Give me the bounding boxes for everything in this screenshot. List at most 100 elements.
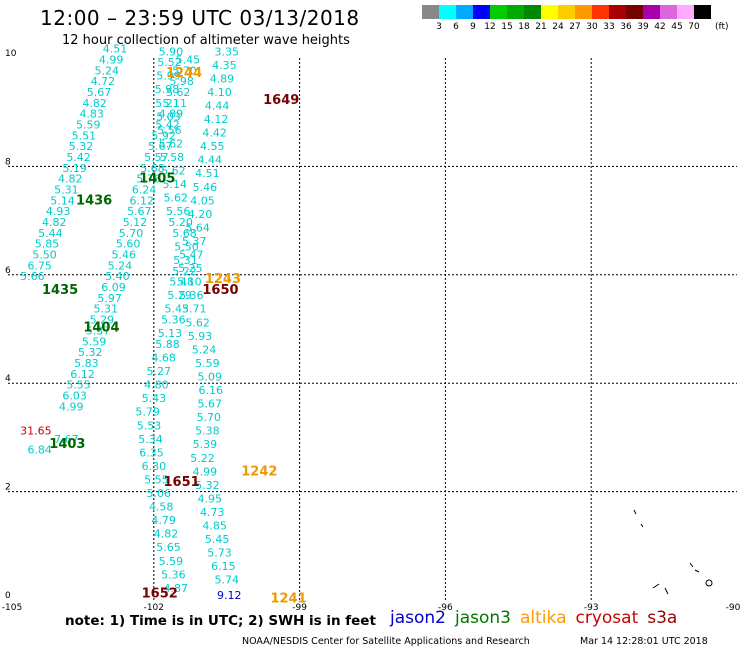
wave-height-value: 5.57 (144, 151, 169, 164)
wave-height-value: 4.83 (79, 108, 104, 121)
wave-height-value: 5.47 (179, 249, 204, 262)
wave-height-value: 5.58 (160, 151, 185, 164)
grid (8, 58, 737, 600)
wave-height-value: 5.13 (158, 327, 183, 340)
wave-height-value: 4.35 (212, 59, 237, 72)
wave-height-value: 5.71 (182, 303, 207, 316)
color-swatch (541, 5, 558, 19)
wave-height-observations: 5.666.755.505.855.444.824.935.145.314.82… (20, 43, 241, 602)
wave-height-value: 5.62 (161, 165, 186, 178)
wave-height-value: 5.70 (197, 411, 222, 424)
wave-height-value: 5.12 (123, 216, 148, 229)
pass-time-label: 1242 (241, 464, 277, 479)
chart-title: 12:00 – 23:59 UTC 03/13/2018 (40, 6, 360, 30)
wave-height-value: 5.32 (69, 140, 94, 153)
color-swatch (592, 5, 609, 19)
color-swatch (694, 5, 711, 19)
pass-time-label: 1435 (42, 283, 78, 298)
color-swatch (609, 5, 626, 19)
legend-entry: jason3 (455, 608, 511, 628)
wave-height-value: 5.56 (157, 124, 182, 137)
wave-height-value: 3.35 (215, 45, 240, 58)
wave-height-value: 5.27 (147, 365, 172, 378)
wave-height-value: 4.05 (190, 194, 215, 207)
wave-height-value: 6.75 (27, 259, 52, 272)
wave-height-value: 5.32 (78, 346, 103, 359)
wave-height-value: 4.44 (198, 154, 223, 167)
wave-height-value: 5.73 (207, 547, 232, 560)
wave-height-value: 4.51 (103, 43, 128, 56)
wave-height-value: 5.46 (112, 249, 137, 262)
wave-height-value: 6.24 (132, 184, 157, 197)
color-scale-label: 12 (484, 22, 496, 32)
wave-height-value: 5.67 (148, 140, 173, 153)
wave-height-value: 4.80 (144, 379, 169, 392)
pass-time-label: 1650 (202, 283, 238, 298)
wave-height-value: 7.67 (54, 433, 79, 446)
wave-height-value: 5.62 (159, 137, 184, 150)
color-swatch (439, 5, 456, 19)
legend-entry: s3a (647, 608, 678, 628)
pass-time-label: 1241 (270, 592, 306, 607)
wave-height-value: 4.85 (202, 520, 227, 533)
wave-height-value: 5.37 (182, 235, 207, 248)
wave-height-value: 4.51 (195, 167, 220, 180)
wave-height-value: 4.73 (200, 506, 225, 519)
wave-height-value: 5.43 (142, 392, 167, 405)
pass-time-label: 1244 (166, 66, 202, 81)
wave-height-value: 5.64 (185, 221, 210, 234)
wave-height-value: 4.93 (46, 205, 71, 218)
wave-height-value: 6.09 (101, 281, 126, 294)
wave-height-value: 5.62 (166, 86, 191, 99)
wave-height-value: 31.65 (20, 425, 52, 438)
pass-time-label: 1436 (76, 193, 112, 208)
wave-height-value: 4.42 (202, 127, 227, 140)
wave-height-value: 4.58 (149, 501, 174, 514)
wave-height-value: 5.97 (97, 292, 122, 305)
color-scale-label: 15 (501, 22, 513, 32)
wave-height-value: 4.95 (198, 492, 223, 505)
pass-time-label: 1652 (142, 586, 178, 601)
axis-ticks: -105 -102 -99 -96 -93 -90 0 2 4 6 8 10 (2, 49, 740, 610)
wave-height-value: 4.82 (82, 97, 107, 110)
color-scale-units: (ft) (715, 22, 729, 32)
color-scale-label: 39 (637, 22, 649, 32)
wave-height-value: 5.53 (137, 419, 162, 432)
color-scale-label: 30 (586, 22, 598, 32)
wave-height-value: 4.68 (151, 352, 176, 365)
wave-height-value: 5.65 (156, 541, 181, 554)
wave-height-value: 4.10 (207, 86, 232, 99)
color-scale-label: 18 (518, 22, 530, 32)
color-swatch (524, 5, 541, 19)
x-tick-label: -96 (438, 603, 453, 610)
wave-height-value: 5.40 (105, 270, 130, 283)
credit-line: NOAA/NESDIS Center for Satellite Applica… (242, 636, 530, 647)
wave-height-value: 4.99 (99, 53, 124, 66)
wave-height-value: 5.44 (38, 227, 63, 240)
wave-height-value: 5.06 (147, 487, 172, 500)
wave-height-value: 5.09 (198, 370, 223, 383)
color-swatch (575, 5, 592, 19)
x-tick-label: -99 (292, 603, 307, 610)
wave-height-value: 5.36 (161, 314, 186, 327)
wave-height-value: 5.24 (192, 343, 217, 356)
wave-height-value: 4.87 (164, 582, 189, 595)
wave-height-value: 4.99 (59, 400, 84, 413)
wave-height-value: 5.52 (157, 56, 182, 69)
wave-height-value: 4.12 (204, 113, 229, 126)
legend-entry: altika (520, 608, 567, 628)
wave-height-value: 5.51 (72, 129, 97, 142)
color-swatch (558, 5, 575, 19)
legend-entry: jason2 (390, 608, 446, 628)
color-scale-label: 42 (654, 22, 666, 32)
wave-height-value: 5.43 (164, 303, 189, 316)
wave-height-value: 5.67 (127, 205, 152, 218)
wave-height-value: 4.20 (188, 208, 213, 221)
wave-height-value: 5.62 (164, 192, 189, 205)
wave-height-value: 5.42 (155, 118, 180, 131)
wave-height-value: 5.59 (159, 555, 184, 568)
y-tick-label: 6 (5, 266, 11, 276)
wave-height-value: 5.20 (168, 216, 193, 229)
y-tick-label: 10 (5, 49, 17, 59)
